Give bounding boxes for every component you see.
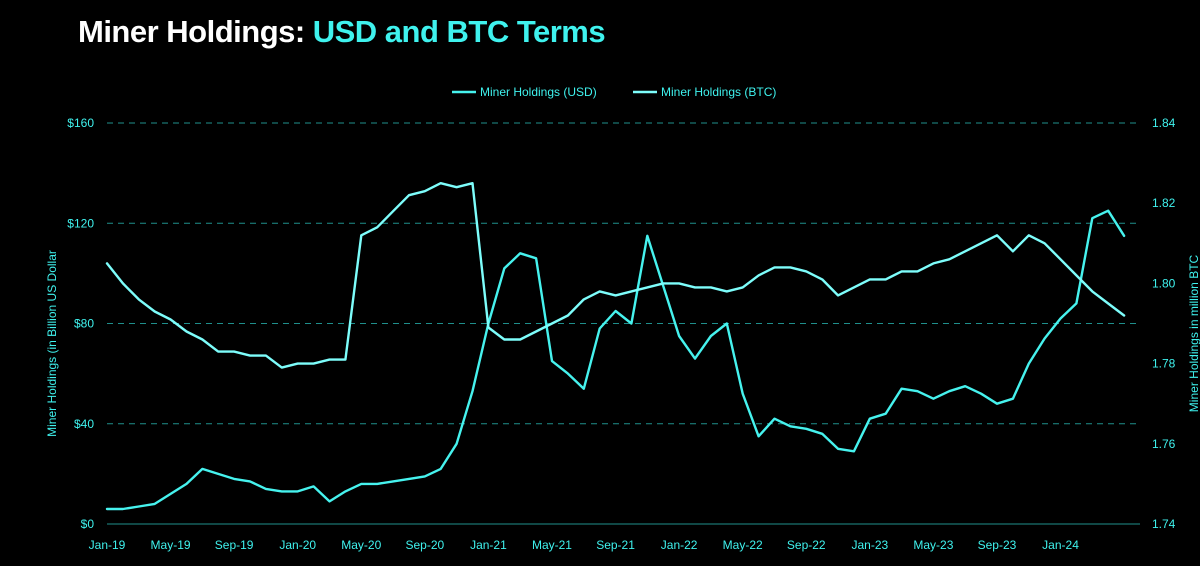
- title-accent: USD and BTC Terms: [312, 14, 606, 49]
- series-line-btc: [105, 181, 1126, 369]
- legend-label-2: Miner Holdings (BTC): [661, 85, 776, 99]
- y-left-axis-label: Miner Holdings (in Billion US Dollar: [45, 250, 59, 437]
- x-tick-label: May-21: [532, 538, 572, 552]
- y-right-tick-label: 1.84: [1152, 116, 1176, 130]
- y-left-tick-label: $40: [74, 417, 94, 431]
- y-right-axis-label: Miner Holdings in million BTC: [1187, 254, 1200, 412]
- series-line-usd: [105, 209, 1126, 511]
- y-right-tick-label: 1.82: [1152, 196, 1176, 210]
- x-tick-label: Sep-22: [787, 538, 826, 552]
- x-tick-label: Sep-19: [215, 538, 254, 552]
- x-tick-label: Jan-24: [1042, 538, 1079, 552]
- y-left-tick-label: $160: [67, 116, 94, 130]
- x-tick-label: Sep-20: [405, 538, 444, 552]
- y-right-tick-label: 1.80: [1152, 276, 1176, 290]
- legend-label-1: Miner Holdings (USD): [480, 85, 597, 99]
- y-left-tick-label: $120: [67, 216, 94, 230]
- x-tick-label: Jan-23: [851, 538, 888, 552]
- y-right-tick-label: 1.76: [1152, 437, 1176, 451]
- x-tick-label: May-20: [341, 538, 381, 552]
- x-tick-label: May-23: [913, 538, 953, 552]
- y-right-tick-label: 1.78: [1152, 357, 1176, 371]
- chart-title: Miner Holdings: USD and BTC Terms: [78, 14, 606, 50]
- x-tick-label: Jan-21: [470, 538, 507, 552]
- x-tick-label: Jan-19: [89, 538, 126, 552]
- x-tick-label: Sep-23: [978, 538, 1017, 552]
- title-prefix: Miner Holdings:: [78, 14, 305, 49]
- x-tick-label: Jan-20: [279, 538, 316, 552]
- x-tick-label: May-19: [151, 538, 191, 552]
- x-tick-label: May-22: [723, 538, 763, 552]
- y-right-tick-label: 1.74: [1152, 517, 1176, 531]
- y-left-tick-label: $0: [81, 517, 95, 531]
- x-tick-label: Jan-22: [661, 538, 698, 552]
- x-tick-label: Sep-21: [596, 538, 635, 552]
- y-left-tick-label: $80: [74, 317, 94, 331]
